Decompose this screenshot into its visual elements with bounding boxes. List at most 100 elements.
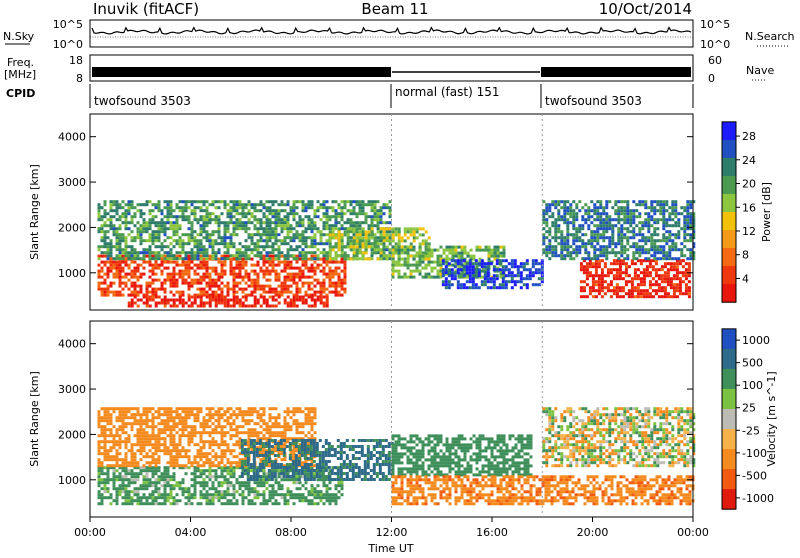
heatmap-cell (607, 274, 610, 277)
heatmap-cell (377, 200, 380, 203)
heatmap-cell (563, 254, 566, 257)
heatmap-cell (613, 268, 616, 271)
heatmap-cell (164, 267, 167, 270)
heatmap-cell (560, 257, 563, 260)
heatmap-cell (431, 276, 434, 279)
heatmap-cell (608, 227, 611, 230)
heatmap-cell (218, 276, 221, 279)
heatmap-cell (218, 279, 221, 282)
heatmap-cell (644, 206, 647, 209)
heatmap-cell (230, 469, 233, 472)
heatmap-cell (230, 200, 233, 203)
heatmap-cell (284, 279, 287, 282)
heatmap-cell (215, 200, 218, 203)
heatmap-cell (113, 475, 116, 478)
heatmap-cell (583, 289, 586, 292)
heatmap-cell (242, 221, 245, 224)
heatmap-cell (128, 422, 131, 425)
heatmap-cell (152, 239, 155, 242)
heatmap-cell (176, 458, 179, 461)
heatmap-cell (137, 410, 140, 413)
heatmap-cell (593, 251, 596, 254)
heatmap-cell (287, 218, 290, 221)
heatmap-cell (104, 446, 107, 449)
heatmap-cell (356, 203, 359, 206)
heatmap-cell (242, 212, 245, 215)
heatmap-cell (200, 496, 203, 499)
heatmap-cell (224, 469, 227, 472)
heatmap-cell (688, 295, 691, 298)
heatmap-cell (173, 230, 176, 233)
heatmap-cell (155, 452, 158, 455)
heatmap-cell (131, 276, 134, 279)
heatmap-cell (191, 484, 194, 487)
freq-unit-label: [MHz] (4, 68, 36, 81)
heatmap-cell (311, 282, 314, 285)
heatmap-cell (221, 267, 224, 270)
heatmap-cell (176, 446, 179, 449)
heatmap-cell (287, 257, 290, 260)
cpid-label: CPID (6, 87, 35, 100)
heatmap-cell (335, 484, 338, 487)
heatmap-cell (560, 251, 563, 254)
heatmap-cell (604, 274, 607, 277)
heatmap-cell (104, 212, 107, 215)
heatmap-cell (263, 270, 266, 273)
heatmap-cell (263, 230, 266, 233)
heatmap-cell (203, 261, 206, 264)
heatmap-cell (212, 212, 215, 215)
heatmap-cell (185, 261, 188, 264)
heatmap-cell (275, 291, 278, 294)
heatmap-cell (311, 218, 314, 221)
heatmap-cell (239, 257, 242, 260)
heatmap-cell (203, 481, 206, 484)
heatmap-cell (578, 209, 581, 212)
heatmap-cell (98, 255, 101, 258)
heatmap-cell (341, 285, 344, 288)
heatmap-cell (635, 251, 638, 254)
heatmap-cell (404, 233, 407, 236)
heatmap-cell (656, 221, 659, 224)
heatmap-cell (116, 416, 119, 419)
heatmap-cell (398, 252, 401, 255)
heatmap-cell (254, 496, 257, 499)
heatmap-cell (185, 251, 188, 254)
heatmap-cell (557, 203, 560, 206)
heatmap-cell (140, 484, 143, 487)
heatmap-cell (242, 276, 245, 279)
heatmap-cell (173, 282, 176, 285)
heatmap-cell (620, 239, 623, 242)
heatmap-cell (113, 478, 116, 481)
heatmap-cell (395, 227, 398, 230)
heatmap-cell (404, 227, 407, 230)
heatmap-cell (248, 285, 251, 288)
heatmap-cell (182, 209, 185, 212)
heatmap-cell (659, 257, 662, 260)
heatmap-cell (206, 291, 209, 294)
heatmap-cell (335, 285, 338, 288)
heatmap-cell (677, 248, 680, 251)
heatmap-cell (107, 410, 110, 413)
heatmap-cell (143, 221, 146, 224)
heatmap-cell (407, 246, 410, 249)
heatmap-cell (602, 218, 605, 221)
heatmap-cell (143, 261, 146, 264)
heatmap-cell (170, 212, 173, 215)
heatmap-cell (323, 215, 326, 218)
heatmap-cell (623, 218, 626, 221)
heatmap-cell (596, 212, 599, 215)
heatmap-cell (116, 461, 119, 464)
heatmap-cell (215, 215, 218, 218)
heatmap-cell (182, 419, 185, 422)
heatmap-cell (586, 274, 589, 277)
heatmap-cell (227, 285, 230, 288)
heatmap-cell (287, 499, 290, 502)
heatmap-cell (113, 443, 116, 446)
heatmap-cell (245, 481, 248, 484)
heatmap-cell (287, 502, 290, 505)
heatmap-cell (215, 478, 218, 481)
heatmap-cell (164, 206, 167, 209)
heatmap-cell (176, 493, 179, 496)
heatmap-cell (293, 305, 296, 308)
heatmap-cell (266, 481, 269, 484)
